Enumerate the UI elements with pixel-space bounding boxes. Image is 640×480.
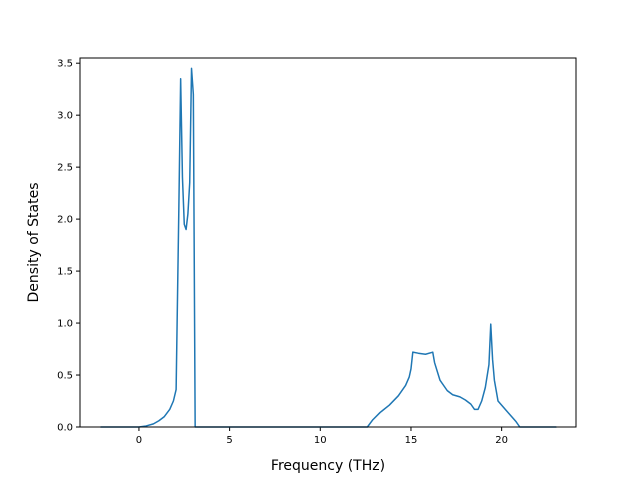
y-tick-label: 0.5	[57, 371, 73, 382]
x-tick-label: 15	[405, 435, 418, 446]
x-tick-label: 5	[226, 435, 232, 446]
y-axis-label: Density of States	[26, 183, 42, 303]
x-tick-label: 0	[136, 435, 142, 446]
dos-series-line	[100, 67, 557, 428]
y-tick-label: 2.5	[57, 163, 73, 174]
x-tick-label: 10	[314, 435, 327, 446]
y-tick-label: 3.0	[57, 111, 73, 122]
x-tick-label: 20	[495, 435, 508, 446]
y-tick-label: 1.5	[57, 267, 73, 278]
y-tick-label: 3.5	[57, 59, 73, 70]
x-axis-label: Frequency (THz)	[271, 458, 385, 474]
plot-frame	[79, 57, 577, 428]
y-tick-label: 0.0	[57, 423, 73, 434]
series-layer	[100, 67, 557, 428]
ticks-layer: 0 5 10 15 20 0.0 0.5 1.0 1.5 2.0 2.5 3.0 3.5	[57, 59, 508, 446]
y-tick-label: 2.0	[57, 215, 73, 226]
y-tick-label: 1.0	[57, 319, 73, 330]
